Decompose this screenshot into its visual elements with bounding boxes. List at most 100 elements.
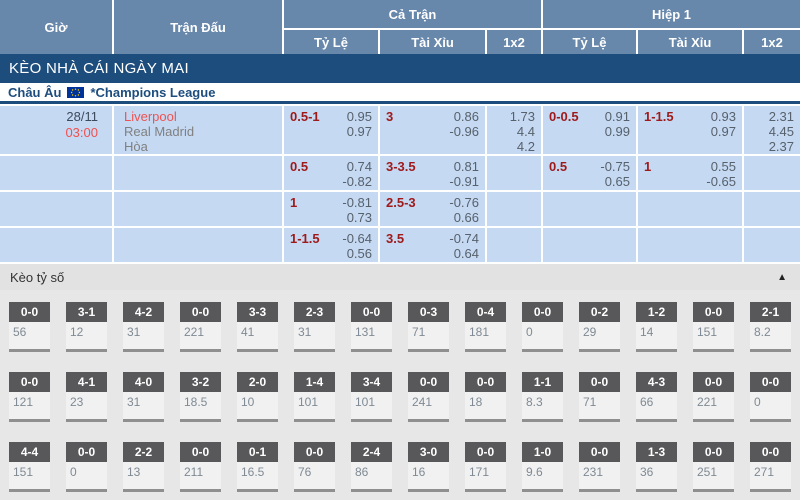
score-cell[interactable]: 0-0 251 — [693, 442, 734, 492]
score-cell[interactable]: 3-2 18.5 — [180, 372, 221, 422]
score-cell[interactable]: 0-2 29 — [579, 302, 620, 352]
score-cell[interactable]: 1-1 8.3 — [522, 372, 563, 422]
score-cell[interactable]: 1-0 9.6 — [522, 442, 563, 492]
odds-bottom-value: -0.65 — [706, 174, 736, 189]
score-cell[interactable]: 3-1 12 — [66, 302, 107, 352]
odds-half-handicap[interactable]: 0.5 -0.75 0.65 — [543, 156, 636, 190]
odds-half-1x2 — [744, 156, 800, 190]
odds-bottom-value: 0.65 — [604, 174, 630, 189]
handicap-line: 1 — [290, 195, 298, 210]
score-cell[interactable]: 0-0 56 — [9, 302, 50, 352]
match-cell — [114, 228, 282, 262]
odds-values: 0.91 0.99 — [605, 109, 630, 154]
score-value: 36 — [640, 465, 654, 479]
odds-full-overunder[interactable]: 3-3.5 0.81 -0.91 — [380, 156, 485, 190]
score-badge: 0-0 — [351, 302, 392, 322]
odds-top-value: -0.81 — [342, 195, 372, 210]
handicap-line: 0.5 — [290, 159, 309, 174]
odds-half-1x2[interactable]: 2.31 4.45 2.37 — [744, 106, 800, 154]
score-cell[interactable]: 4-2 31 — [123, 302, 164, 352]
away-team[interactable]: Real Madrid — [124, 124, 195, 139]
odds-full-overunder[interactable]: 3.5 -0.74 0.64 — [380, 228, 485, 262]
header-half-handicap: Tỷ Lệ — [543, 30, 636, 54]
odds-full-overunder[interactable]: 3 0.86 -0.96 — [380, 106, 485, 154]
score-badge: 4-3 — [636, 372, 677, 392]
score-badge: 2-2 — [123, 442, 164, 462]
score-cell[interactable]: 0-0 221 — [180, 302, 221, 352]
score-value: 9.6 — [526, 465, 543, 479]
odds-full-handicap[interactable]: 0.5 0.74 -0.82 — [284, 156, 378, 190]
score-cell[interactable]: 0-0 211 — [180, 442, 221, 492]
score-cell[interactable]: 0-4 181 — [465, 302, 506, 352]
handicap-line: 0-0.5 — [549, 109, 579, 124]
handicap-line: 1 — [644, 159, 652, 174]
score-cell[interactable]: 0-0 0 — [750, 372, 791, 422]
score-value: 31 — [298, 325, 312, 339]
score-badge: 0-0 — [750, 442, 791, 462]
odds-values: 0.95 0.97 — [347, 109, 372, 154]
correct-score-section: Kèo tỷ số ▲ 0-0 56 3-1 12 4-2 31 0-0 221 3-3 41 2-… — [0, 264, 800, 500]
score-cell[interactable]: 0-0 231 — [579, 442, 620, 492]
score-badge: 1-3 — [636, 442, 677, 462]
score-cell[interactable]: 0-0 71 — [579, 372, 620, 422]
score-cell[interactable]: 0-0 221 — [693, 372, 734, 422]
score-cell[interactable]: 0-0 76 — [294, 442, 335, 492]
match-cell — [114, 156, 282, 190]
score-cell[interactable]: 0-0 18 — [465, 372, 506, 422]
score-cell[interactable]: 0-0 131 — [351, 302, 392, 352]
score-cell[interactable]: 0-0 241 — [408, 372, 449, 422]
score-cell[interactable]: 2-1 8.2 — [750, 302, 791, 352]
score-cell[interactable]: 4-3 66 — [636, 372, 677, 422]
odds-full-handicap[interactable]: 0.5-1 0.95 0.97 — [284, 106, 378, 154]
match-cell[interactable]: Liverpool Real Madrid Hòa — [114, 106, 282, 154]
score-cell[interactable]: 3-4 101 — [351, 372, 392, 422]
draw-label[interactable]: Hòa — [124, 139, 148, 154]
odds-half-overunder — [638, 192, 742, 226]
score-cell[interactable]: 2-4 86 — [351, 442, 392, 492]
score-cell[interactable]: 3-0 16 — [408, 442, 449, 492]
score-value: 151 — [697, 325, 718, 339]
score-cell[interactable]: 2-2 13 — [123, 442, 164, 492]
home-team[interactable]: Liverpool — [124, 109, 177, 124]
score-cell[interactable]: 0-0 0 — [522, 302, 563, 352]
score-cell[interactable]: 2-0 10 — [237, 372, 278, 422]
odds-full-handicap[interactable]: 1-1.5 -0.64 0.56 — [284, 228, 378, 262]
score-cell[interactable]: 1-2 14 — [636, 302, 677, 352]
score-cell[interactable]: 0-3 71 — [408, 302, 449, 352]
score-cell[interactable]: 0-0 0 — [66, 442, 107, 492]
score-badge: 0-0 — [180, 302, 221, 322]
score-badge: 2-0 — [237, 372, 278, 392]
score-cell[interactable]: 1-4 101 — [294, 372, 335, 422]
correct-score-grid: 0-0 56 3-1 12 4-2 31 0-0 221 3-3 41 2-3 31 0-0 131 0-3… — [0, 290, 800, 492]
score-cell[interactable]: 0-0 121 — [9, 372, 50, 422]
odds-1x2-value: 4.2 — [516, 139, 535, 154]
score-value: 56 — [13, 325, 27, 339]
league-row[interactable]: Châu Âu *Champions League — [0, 83, 800, 104]
score-cell[interactable]: 2-3 31 — [294, 302, 335, 352]
score-value: 241 — [412, 395, 433, 409]
score-value: 0 — [70, 465, 77, 479]
odds-half-overunder[interactable]: 1-1.5 0.93 0.97 — [638, 106, 742, 154]
section-banner: KÈO NHÀ CÁI NGÀY MAI — [0, 54, 800, 83]
score-cell[interactable]: 1-3 36 — [636, 442, 677, 492]
handicap-line: 0.5 — [549, 159, 568, 174]
odds-half-overunder[interactable]: 1 0.55 -0.65 — [638, 156, 742, 190]
score-cell[interactable]: 0-0 271 — [750, 442, 791, 492]
header-full-1x2: 1x2 — [487, 30, 541, 54]
odds-full-1x2[interactable]: 1.73 4.4 4.2 — [487, 106, 541, 154]
score-cell[interactable]: 0-0 151 — [693, 302, 734, 352]
score-value: 66 — [640, 395, 654, 409]
score-cell[interactable]: 4-4 151 — [9, 442, 50, 492]
odds-full-overunder[interactable]: 2.5-3 -0.76 0.66 — [380, 192, 485, 226]
score-cell[interactable]: 4-1 23 — [66, 372, 107, 422]
odds-values: -0.64 0.56 — [342, 231, 372, 262]
score-cell[interactable]: 3-3 41 — [237, 302, 278, 352]
score-badge: 3-0 — [408, 442, 449, 462]
score-value: 10 — [241, 395, 255, 409]
score-cell[interactable]: 0-0 171 — [465, 442, 506, 492]
odds-half-handicap[interactable]: 0-0.5 0.91 0.99 — [543, 106, 636, 154]
score-cell[interactable]: 0-1 16.5 — [237, 442, 278, 492]
collapse-arrow-icon[interactable]: ▲ — [777, 271, 787, 283]
odds-full-handicap[interactable]: 1 -0.81 0.73 — [284, 192, 378, 226]
score-cell[interactable]: 4-0 31 — [123, 372, 164, 422]
